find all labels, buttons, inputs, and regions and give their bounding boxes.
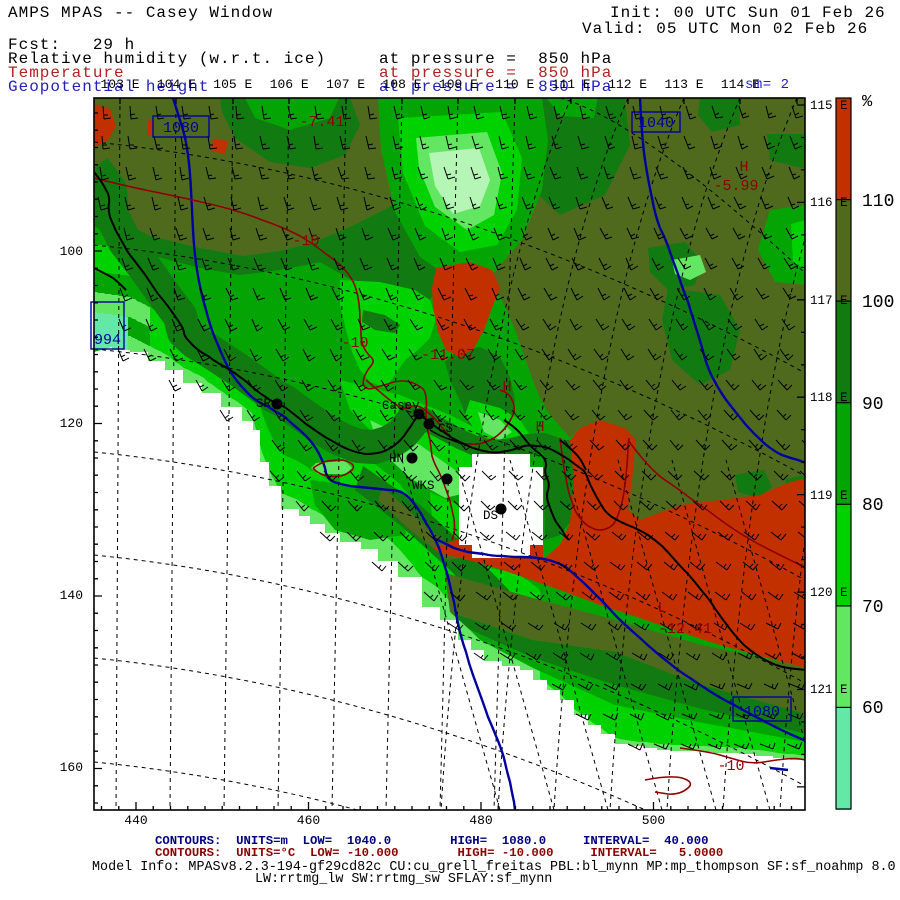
svg-text:%: % bbox=[862, 93, 873, 112]
svg-text:119 E: 119 E bbox=[810, 489, 848, 503]
svg-text:H: H bbox=[502, 379, 511, 396]
svg-text:118 E: 118 E bbox=[810, 391, 848, 405]
svg-text:70: 70 bbox=[862, 598, 884, 618]
svg-text:1080: 1080 bbox=[744, 704, 780, 721]
svg-text:120 E: 120 E bbox=[810, 586, 848, 600]
svg-text:L: L bbox=[657, 600, 666, 617]
svg-text:H: H bbox=[739, 159, 748, 176]
svg-text:H: H bbox=[535, 419, 544, 436]
svg-text:-10: -10 bbox=[341, 335, 368, 352]
svg-text:121 E: 121 E bbox=[810, 683, 848, 697]
svg-text:-11.07: -11.07 bbox=[421, 347, 475, 364]
svg-text:SR: SR bbox=[256, 397, 272, 411]
svg-text:100: 100 bbox=[862, 293, 894, 313]
svg-text:-10: -10 bbox=[292, 233, 319, 250]
svg-text:80: 80 bbox=[862, 496, 884, 516]
svg-text:110: 110 bbox=[862, 192, 894, 212]
svg-text:994: 994 bbox=[94, 332, 121, 349]
svg-text:-7.41: -7.41 bbox=[299, 114, 344, 131]
svg-text:Casey: Casey bbox=[382, 399, 420, 413]
svg-text:-12.41: -12.41 bbox=[658, 621, 712, 638]
svg-text:1040: 1040 bbox=[638, 115, 674, 132]
svg-text:60: 60 bbox=[862, 699, 884, 719]
svg-text:WKS: WKS bbox=[412, 479, 435, 493]
svg-text:90: 90 bbox=[862, 395, 884, 415]
svg-text:HN: HN bbox=[389, 452, 404, 466]
svg-text:116 E: 116 E bbox=[810, 196, 848, 210]
svg-text:-5.99: -5.99 bbox=[713, 178, 758, 195]
svg-text:CS: CS bbox=[438, 422, 453, 436]
svg-text:1080: 1080 bbox=[163, 120, 199, 137]
svg-text:115 E: 115 E bbox=[810, 99, 848, 113]
svg-text:117 E: 117 E bbox=[810, 294, 848, 308]
svg-text:-10: -10 bbox=[717, 758, 744, 775]
svg-text:DS: DS bbox=[483, 509, 498, 523]
